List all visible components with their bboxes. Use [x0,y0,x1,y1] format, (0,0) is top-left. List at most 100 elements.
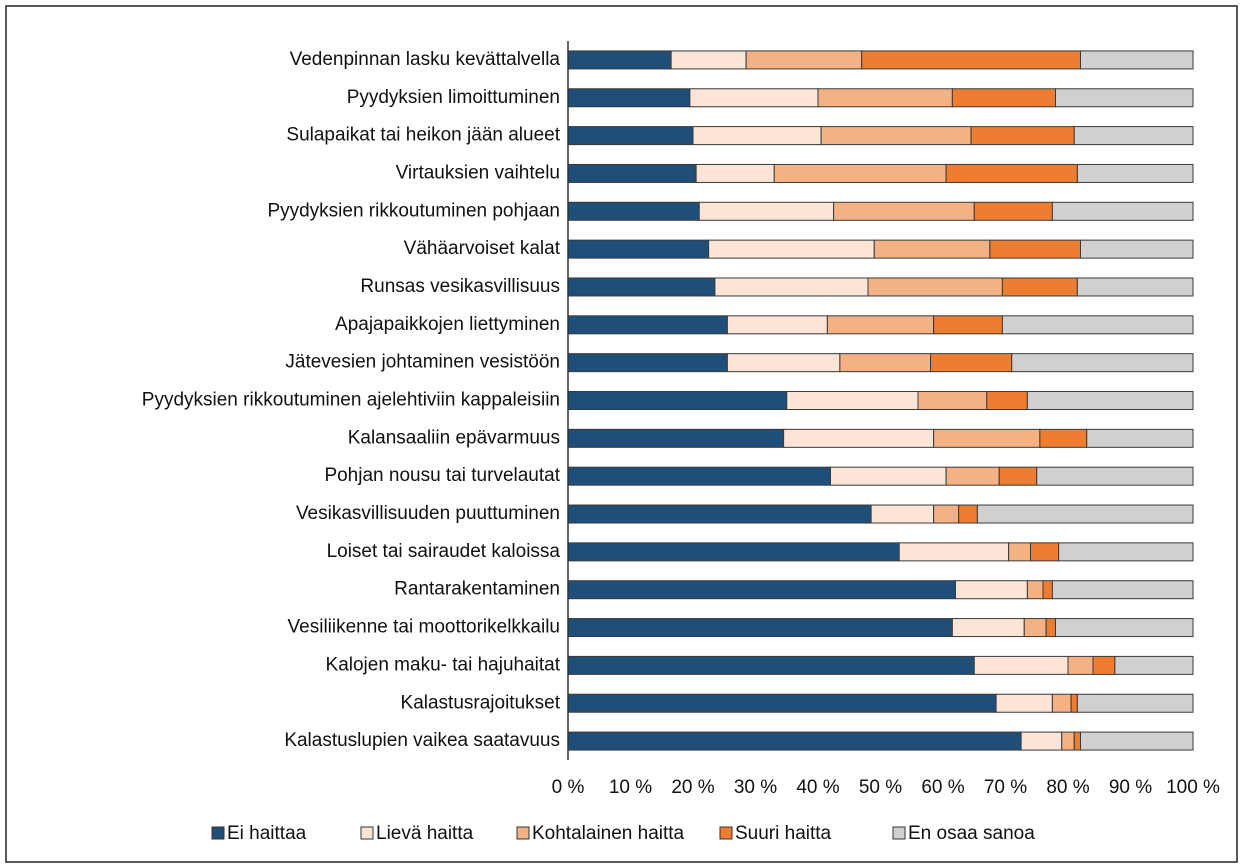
bar-segment [567,201,700,221]
legend-swatch [892,826,906,840]
bar-segment [726,315,828,335]
bar-segment [867,277,1003,297]
bar-segment [1080,239,1194,259]
bar-segment [1039,428,1088,448]
y-tick-label: Vesikasvillisuuden puuttuminen [296,503,560,524]
bar-segment [1001,277,1078,297]
bar-segment [955,580,1028,600]
legend-label: Ei haittaa [227,823,307,844]
bar-segment [1008,542,1031,562]
bar-segment [1076,163,1194,183]
bar-segment [1055,618,1194,638]
y-tick-label: Pohjan nousu tai turvelautat [324,465,560,486]
bar-segment [1026,391,1194,410]
x-tick-label: 40 % [796,777,839,798]
bar-segment [1076,277,1194,297]
y-tick-label: Vesiliikenne tai moottorikelkkailu [288,617,560,638]
bar-segment [726,353,841,373]
bar-segment [1011,353,1194,373]
x-tick-label: 70 % [984,777,1027,798]
x-tick-label: 10 % [609,777,652,798]
bar-segment [998,466,1038,486]
bar-segment [973,655,1069,675]
bar-segment [973,201,1053,221]
y-tick-label: Apajapaikkojen liettyminen [335,314,560,335]
x-tick-label: 0 % [552,777,585,798]
y-tick-label: Virtauksien vaihtelu [396,162,560,183]
bar-segment [976,504,1194,524]
bar-segment [1023,618,1047,638]
bar-segment [1061,731,1075,751]
bar-segment [786,391,919,410]
legend-label: Lievä haitta [376,823,474,844]
legend-swatch [516,826,530,840]
bar-segment [820,126,972,146]
bar-segment [1076,693,1194,713]
x-tick-label: 60 % [921,777,964,798]
bar-segment [898,542,1010,562]
bar-segment [567,618,953,638]
bar-segment [833,201,975,221]
bar-segment [873,239,991,259]
bar-segment [1080,50,1194,70]
y-tick-label: Kalansaaliin epävarmuus [348,427,560,448]
bar-segment [773,163,947,183]
y-tick-label: Loiset tai sairaudet kaloissa [327,541,561,562]
bar-segment [1114,655,1194,675]
bar-segment [567,126,694,146]
bar-segment [986,391,1028,410]
legend-label: Kohtalainen haitta [532,823,685,844]
bar-segment [1042,580,1053,600]
bar-segment [1092,655,1116,675]
bar-segment [945,163,1078,183]
bar-segment [567,580,956,600]
y-tick-label: Vedenpinnan lasku kevättalvella [290,49,561,70]
bar-segment [567,428,785,448]
bar-segment [1051,201,1194,221]
bar-segment [698,201,835,221]
bar-segment [1073,731,1081,751]
bar-segment [670,50,747,70]
y-tick-label: Vähäarvoiset kalat [404,238,561,259]
y-tick-label: Kalastusrajoitukset [401,692,561,713]
x-tick-label: 50 % [859,777,902,798]
bar-segment [567,353,728,373]
x-tick-label: 90 % [1109,777,1152,798]
bar-segment [689,88,819,108]
bar-segment [1045,618,1056,638]
bar-segment [870,504,935,524]
x-tick-label: 100 % [1166,777,1220,798]
y-tick-label: Pyydyksien rikkoutuminen ajelehtiviin ka… [142,390,560,411]
bar-segment [945,466,1000,486]
bar-segment [1026,580,1044,600]
bar-segment [995,693,1053,713]
bar-segment [1051,580,1194,600]
legend-swatch [719,826,733,840]
bar-segment [1080,731,1194,751]
y-tick-label: Kalastuslupien vaikea saatavuus [284,730,560,751]
bar-segment [1073,126,1194,146]
bar-segment [917,391,988,410]
y-tick-label: Rantarakentaminen [394,579,560,600]
bar-segment [567,163,697,183]
bar-segment [839,353,931,373]
bar-segment [1020,731,1063,751]
y-tick-label: Sulapaikat tai heikon jään alueet [286,125,560,146]
bar-segment [1051,693,1072,713]
bar-segment [567,504,872,524]
y-tick-label: Runsas vesikasvillisuus [360,276,560,297]
bar-segment [1036,466,1194,486]
bar-segment [1070,693,1078,713]
x-tick-label: 30 % [734,777,777,798]
bar-segment [567,655,975,675]
bar-segment [951,88,1056,108]
bar-segment [567,466,831,486]
bar-segment [830,466,947,486]
bar-segment [692,126,822,146]
bar-segment [1001,315,1194,335]
bar-segment [951,618,1025,638]
bar-segment [933,504,960,524]
y-tick-label: Pyydyksien rikkoutuminen pohjaan [267,200,560,221]
x-tick-label: 20 % [671,777,714,798]
